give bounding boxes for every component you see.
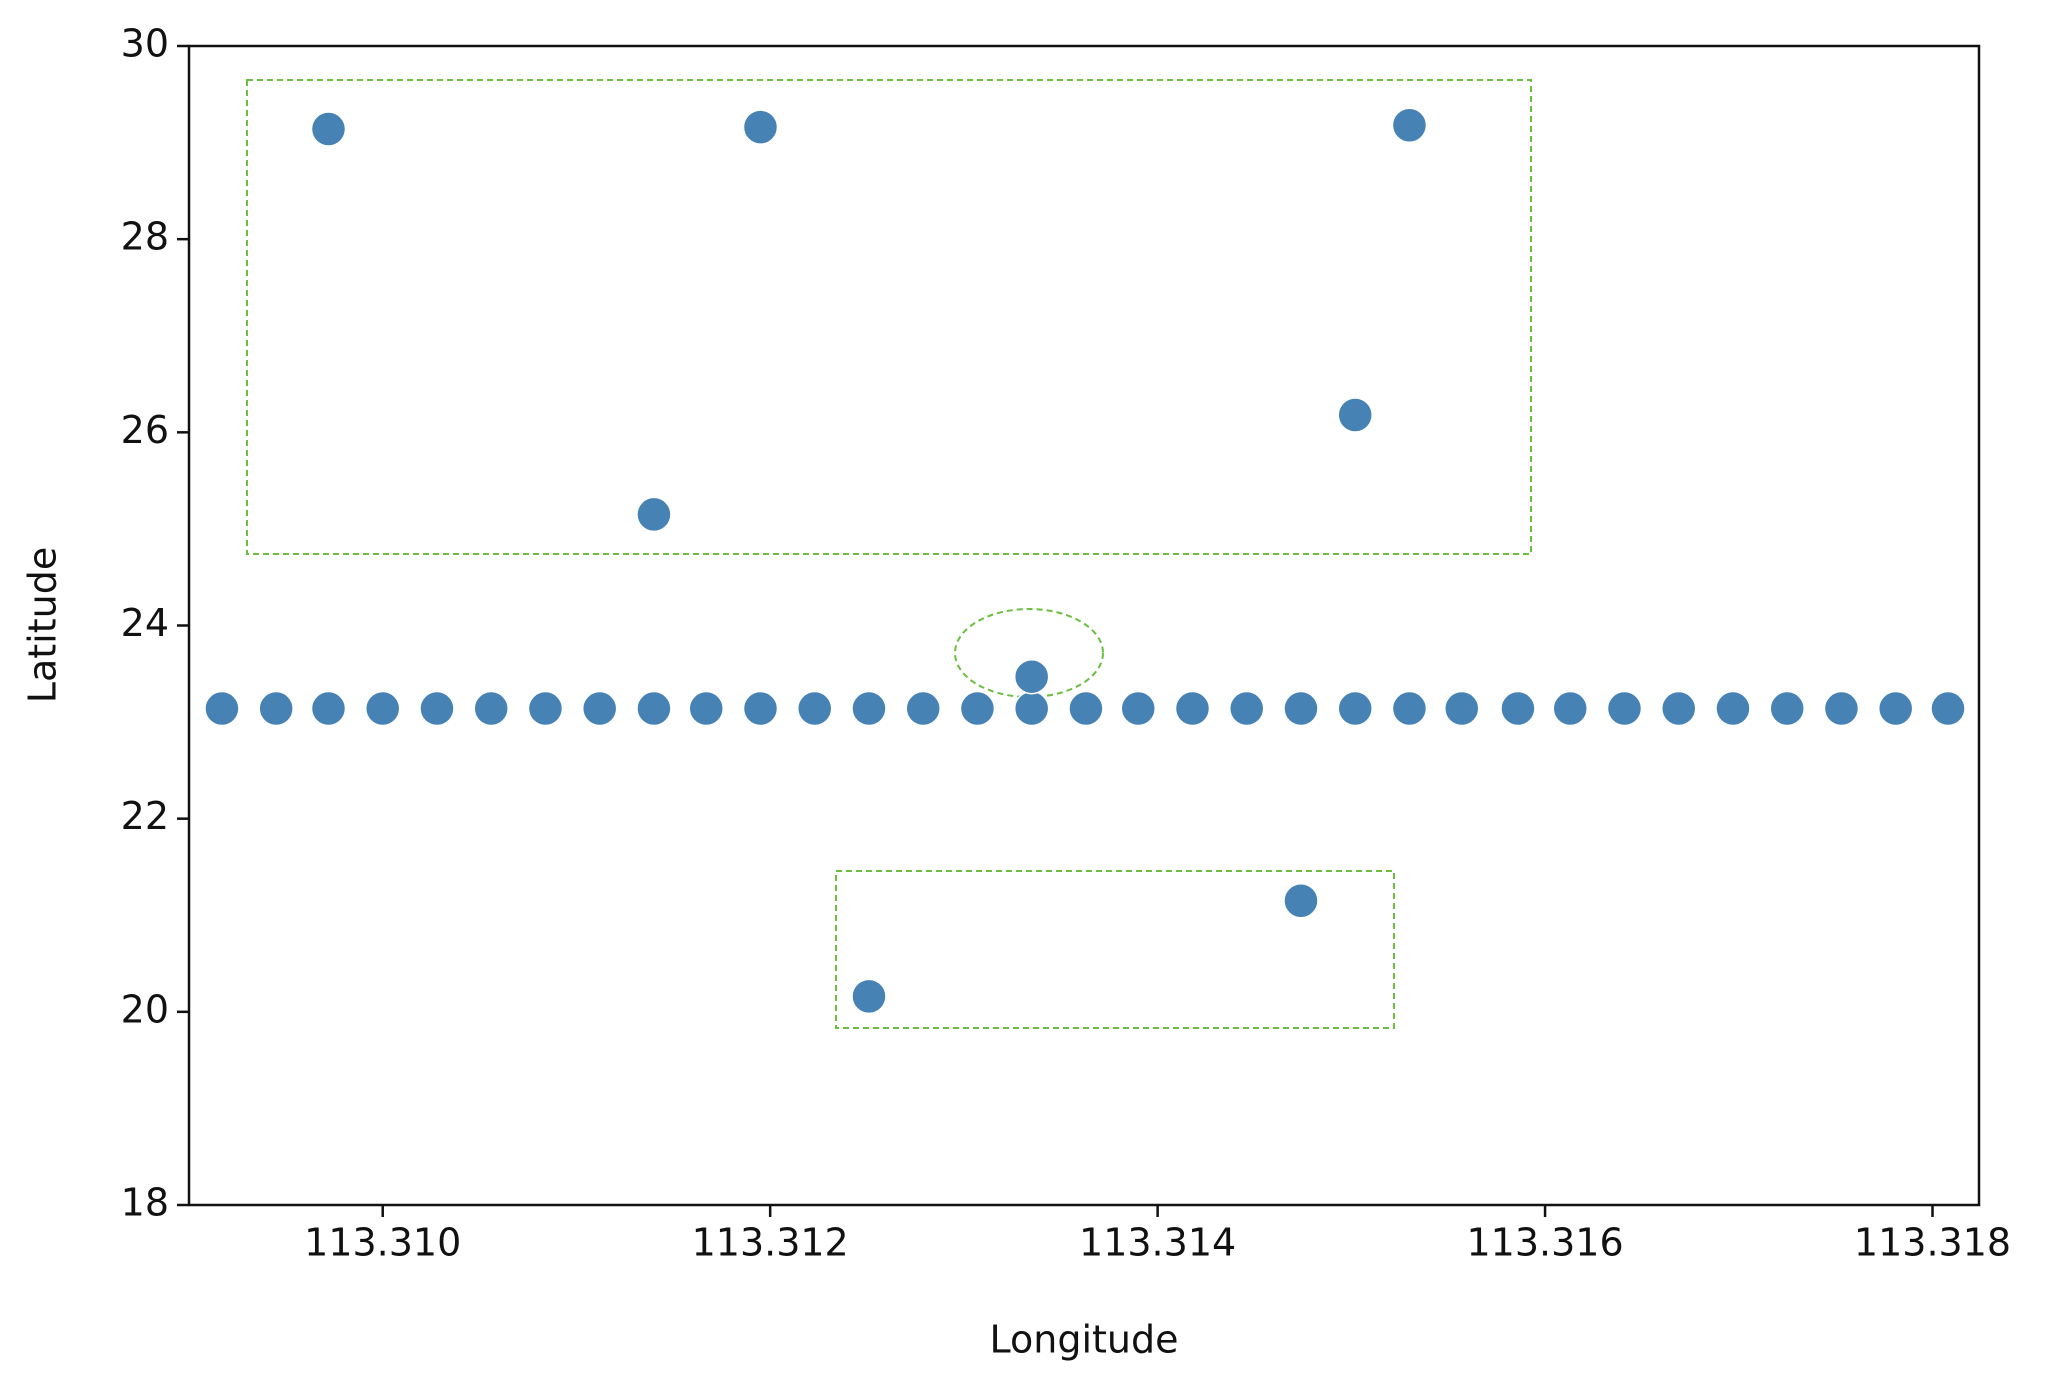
- point: [310, 111, 347, 147]
- point: [688, 690, 724, 727]
- point: [1068, 690, 1104, 727]
- point: [1013, 690, 1050, 727]
- x-tick-label: 113.316: [1466, 1221, 1623, 1265]
- point: [1337, 690, 1373, 727]
- point: [1769, 690, 1805, 727]
- point: [851, 978, 887, 1015]
- point: [1552, 690, 1588, 727]
- point: [1606, 690, 1643, 727]
- point: [364, 690, 401, 727]
- y-axis-label: Latitude: [21, 547, 65, 703]
- point: [851, 690, 887, 727]
- y-tick-label: 18: [121, 1181, 169, 1225]
- point: [636, 496, 672, 533]
- x-axis-label: Longitude: [990, 1318, 1179, 1362]
- point: [473, 690, 509, 727]
- point: [1500, 690, 1536, 727]
- point: [310, 690, 347, 727]
- x-tick-label: 113.312: [692, 1221, 849, 1265]
- x-tick-label: 113.310: [304, 1221, 461, 1265]
- point: [527, 690, 564, 727]
- plot-frame: [187, 44, 1981, 1207]
- annotation-box: [835, 870, 1395, 1029]
- y-tick-label: 22: [121, 794, 169, 838]
- y-tick-label: 26: [121, 408, 169, 452]
- point: [1823, 690, 1860, 727]
- point: [636, 690, 672, 727]
- point: [1444, 690, 1480, 727]
- point: [1013, 658, 1050, 695]
- point: [1120, 690, 1156, 727]
- annotation-box: [246, 79, 1532, 555]
- point: [1228, 690, 1265, 727]
- point: [1391, 690, 1428, 727]
- y-tick-label: 20: [121, 987, 169, 1031]
- point: [1283, 690, 1319, 727]
- point: [1930, 690, 1966, 727]
- point: [1337, 397, 1373, 433]
- point: [1391, 107, 1428, 143]
- y-tick-label: 28: [121, 215, 169, 259]
- x-tick-label: 113.314: [1079, 1221, 1236, 1265]
- point: [1660, 690, 1697, 727]
- y-tick-label: 30: [121, 22, 169, 66]
- x-tick-label: 113.318: [1854, 1221, 2011, 1265]
- point: [258, 690, 294, 727]
- point: [419, 690, 455, 727]
- point: [1283, 883, 1319, 919]
- point: [1877, 690, 1914, 727]
- point: [742, 690, 779, 727]
- y-tick-label: 24: [121, 601, 169, 645]
- point: [959, 690, 996, 727]
- point: [204, 690, 240, 727]
- point: [1715, 690, 1751, 727]
- point: [581, 690, 618, 727]
- point: [1174, 690, 1211, 727]
- point: [796, 690, 833, 727]
- point: [742, 109, 779, 145]
- point: [905, 690, 941, 727]
